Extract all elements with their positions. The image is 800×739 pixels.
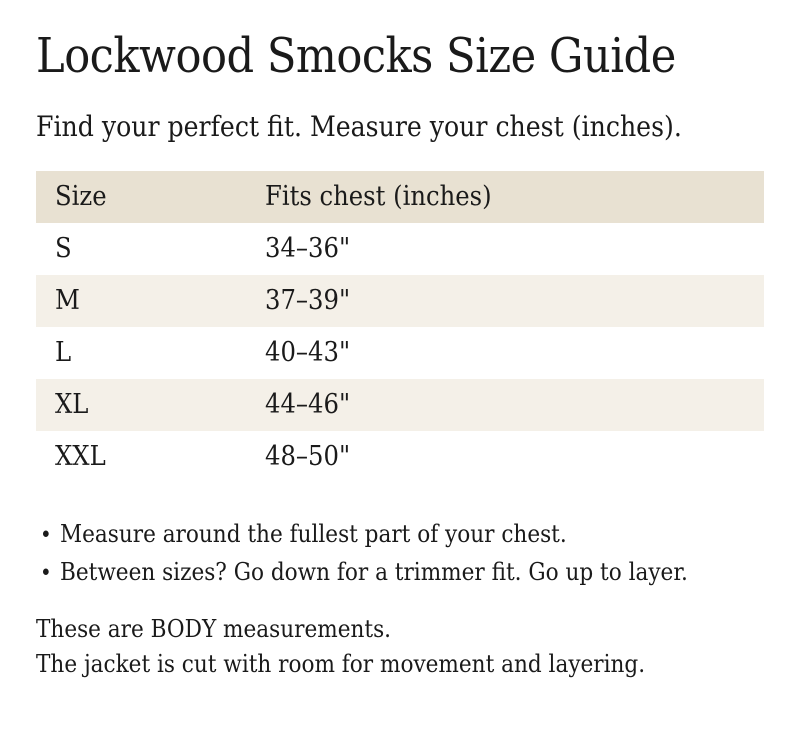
size-cell: M bbox=[55, 285, 80, 316]
size-cell: L bbox=[55, 337, 72, 368]
size-chart-body: S 34–36" M 37–39" L 40–43" XL 44–46" XXL… bbox=[36, 223, 764, 483]
note-line: The jacket is cut with room for movement… bbox=[36, 650, 646, 678]
chest-cell: 37–39" bbox=[265, 285, 351, 316]
column-header-chest: Fits chest (inches) bbox=[265, 171, 764, 223]
table-row: XL 44–46" bbox=[36, 379, 764, 431]
size-chart-header: Size Fits chest (inches) bbox=[36, 171, 764, 223]
note-line: These are BODY measurements. bbox=[36, 615, 391, 643]
measuring-tips-list: • Measure around the fullest part of you… bbox=[36, 519, 764, 589]
header-row: Size Fits chest (inches) bbox=[36, 171, 764, 223]
measurement-notes: These are BODY measurements. The jacket … bbox=[36, 612, 764, 682]
table-row: XXL 48–50" bbox=[36, 431, 764, 483]
table-row: L 40–43" bbox=[36, 327, 764, 379]
size-chart-table: Size Fits chest (inches) S 34–36" M 37–3… bbox=[36, 171, 764, 483]
bullet-icon: • bbox=[40, 561, 52, 586]
tip-text: Measure around the fullest part of your … bbox=[60, 520, 567, 548]
chest-cell: 48–50" bbox=[265, 441, 351, 472]
table-row: M 37–39" bbox=[36, 275, 764, 327]
chest-cell: 44–46" bbox=[265, 389, 351, 420]
page-title: Lockwood Smocks Size Guide bbox=[36, 28, 676, 84]
list-item: • Between sizes? Go down for a trimmer f… bbox=[36, 557, 764, 589]
column-header-size: Size bbox=[36, 171, 265, 223]
size-guide-page: Lockwood Smocks Size Guide Find your per… bbox=[0, 27, 800, 682]
table-row: S 34–36" bbox=[36, 223, 764, 275]
chest-cell: 40–43" bbox=[265, 337, 351, 368]
tip-text: Between sizes? Go down for a trimmer fit… bbox=[60, 558, 688, 586]
chest-cell: 34–36" bbox=[265, 233, 351, 264]
size-cell: XXL bbox=[55, 441, 106, 472]
size-cell: XL bbox=[55, 389, 89, 420]
list-item: • Measure around the fullest part of you… bbox=[36, 519, 764, 551]
page-subtitle: Find your perfect fit. Measure your ches… bbox=[36, 110, 682, 143]
bullet-icon: • bbox=[40, 523, 52, 548]
size-cell: S bbox=[55, 233, 72, 264]
